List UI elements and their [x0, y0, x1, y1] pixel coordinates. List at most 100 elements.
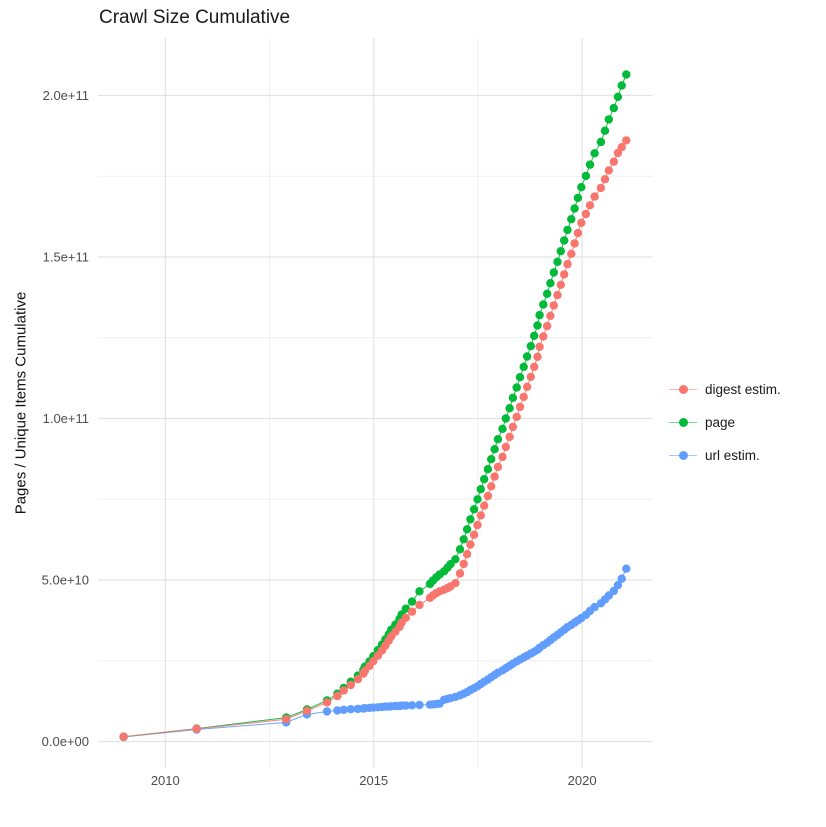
data-point — [512, 383, 521, 392]
data-point — [490, 472, 499, 481]
data-point — [498, 424, 507, 433]
data-point — [570, 204, 579, 213]
legend: digest estim. page url estim. — [669, 378, 781, 466]
data-point — [455, 545, 465, 554]
data-point — [604, 115, 613, 124]
data-point — [570, 239, 579, 248]
data-point — [542, 321, 552, 331]
data-point — [622, 564, 631, 573]
data-point — [451, 579, 460, 588]
data-point — [563, 259, 572, 269]
legend-label: page — [705, 414, 736, 430]
data-point — [353, 675, 363, 684]
data-point — [515, 402, 525, 412]
data-point — [549, 301, 558, 310]
data-point — [560, 236, 569, 245]
data-point — [596, 137, 606, 147]
data-point — [483, 465, 493, 474]
legend-key-url-icon — [669, 444, 697, 466]
data-point — [533, 352, 542, 361]
x-tick-label: 2020 — [568, 773, 597, 788]
data-point — [512, 412, 521, 422]
legend-item-digest: digest estim. — [669, 378, 781, 400]
data-point — [369, 656, 378, 666]
y-tick-label: 1.5e+11 — [43, 250, 89, 265]
legend-label: digest estim. — [705, 381, 781, 397]
data-point — [415, 587, 424, 596]
data-point — [490, 445, 499, 454]
data-point — [462, 525, 472, 534]
x-axis-tick-labels: 2010 2015 2020 — [151, 773, 597, 788]
data-point — [519, 362, 528, 371]
data-point — [596, 183, 606, 193]
data-point — [585, 201, 595, 210]
data-point — [339, 686, 348, 695]
data-point — [590, 602, 599, 612]
y-tick-label: 2.0e+11 — [43, 88, 89, 103]
data-point — [522, 352, 532, 361]
data-point — [622, 136, 631, 145]
data-point — [600, 126, 610, 135]
data-point — [498, 452, 507, 462]
data-point — [407, 607, 417, 616]
data-point — [480, 475, 489, 484]
y-tick-label: 0.0e+00 — [42, 734, 89, 749]
data-point — [590, 192, 599, 201]
legend-item-url: url estim. — [669, 444, 781, 466]
legend-item-page: page — [669, 411, 781, 433]
data-point — [617, 81, 626, 90]
x-tick-label: 2010 — [151, 773, 180, 788]
data-point — [581, 171, 591, 181]
data-point — [519, 392, 528, 402]
data-point — [613, 581, 623, 590]
data-point — [407, 597, 417, 606]
legend-key-digest-icon — [669, 378, 697, 400]
data-point — [530, 362, 539, 371]
data-point — [515, 373, 525, 382]
data-point — [535, 342, 544, 351]
data-point — [505, 404, 514, 413]
data-point — [282, 715, 291, 724]
data-point — [415, 700, 424, 710]
data-point — [577, 218, 586, 227]
data-point — [480, 501, 489, 510]
data-point — [483, 491, 493, 501]
data-point — [501, 442, 510, 452]
data-point — [585, 160, 595, 169]
data-point — [600, 175, 610, 184]
data-point — [535, 310, 544, 320]
data-point — [466, 540, 475, 549]
data-point — [539, 332, 548, 341]
data-point — [407, 701, 417, 710]
data-point — [556, 247, 565, 256]
data-point — [322, 698, 332, 707]
data-point — [563, 225, 572, 235]
legend-key-page-icon — [669, 411, 697, 433]
data-point — [581, 209, 591, 219]
data-point — [508, 422, 518, 432]
data-point — [526, 341, 535, 351]
data-point — [333, 706, 342, 715]
data-point — [522, 382, 532, 391]
data-point — [604, 166, 613, 175]
data-point — [466, 515, 475, 524]
data-point — [567, 215, 576, 224]
data-point — [505, 432, 514, 442]
data-point — [609, 103, 618, 113]
data-point — [322, 707, 332, 716]
data-point — [609, 586, 618, 596]
data-point — [577, 183, 586, 192]
data-point — [346, 705, 355, 714]
data-point — [609, 157, 618, 166]
data-point — [346, 680, 355, 690]
data-point — [533, 321, 542, 330]
data-point — [455, 569, 465, 578]
data-point — [501, 414, 510, 423]
gridlines-major — [98, 38, 653, 768]
legend-label: url estim. — [705, 447, 760, 463]
data-point — [560, 270, 569, 279]
data-point — [476, 511, 485, 520]
data-point — [459, 559, 468, 569]
data-point — [493, 435, 503, 444]
